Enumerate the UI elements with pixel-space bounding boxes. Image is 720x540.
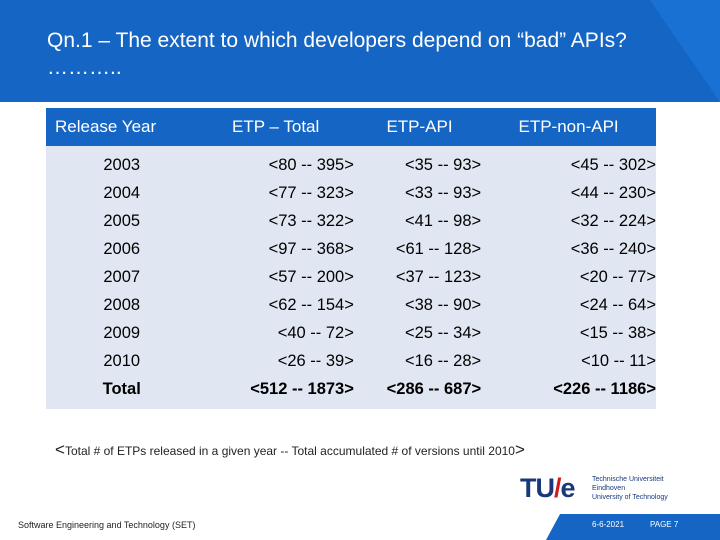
table-row: 2004 <77 -- 323> <33 -- 93> <44 -- 230> — [46, 179, 656, 207]
cell-release-year: 2004 — [46, 179, 198, 207]
footnote: <Total # of ETPs released in a given yea… — [55, 440, 525, 460]
cell-release-year: 2009 — [46, 319, 198, 347]
cell-etp-total: <57 -- 200> — [197, 263, 358, 291]
cell-etp-api: <286 -- 687> — [357, 375, 482, 409]
cell-etp-api: <16 -- 28> — [357, 347, 482, 375]
column-header-etp-api: ETP-API — [357, 108, 482, 146]
table-row: 2003 <80 -- 395> <35 -- 93> <45 -- 302> — [46, 146, 656, 179]
cell-etp-total: <77 -- 323> — [197, 179, 358, 207]
cell-etp-non-api: <36 -- 240> — [481, 235, 656, 263]
table-row: 2006 <97 -- 368> <61 -- 128> <36 -- 240> — [46, 235, 656, 263]
tue-logo-mark: TU/e — [520, 472, 576, 504]
cell-etp-non-api: <44 -- 230> — [481, 179, 656, 207]
cell-etp-api: <25 -- 34> — [357, 319, 482, 347]
cell-release-year: Total — [46, 375, 198, 409]
cell-etp-total: <512 -- 1873> — [197, 375, 358, 409]
cell-etp-non-api: <226 -- 1186> — [481, 375, 656, 409]
cell-etp-total: <73 -- 322> — [197, 207, 358, 235]
cell-etp-total: <40 -- 72> — [197, 319, 358, 347]
cell-etp-api: <33 -- 93> — [357, 179, 482, 207]
logo-mark-tu: TU — [520, 473, 555, 503]
cell-etp-non-api: <45 -- 302> — [481, 146, 656, 179]
logo-mark-slash: / — [554, 473, 561, 503]
logo-line-1: Technische Universiteit — [592, 476, 664, 483]
cell-etp-total: <62 -- 154> — [197, 291, 358, 319]
footnote-text: Total # of ETPs released in a given year… — [64, 444, 515, 458]
cell-etp-non-api: <10 -- 11> — [481, 347, 656, 375]
table-row: 2007 <57 -- 200> <37 -- 123> <20 -- 77> — [46, 263, 656, 291]
data-table: Release Year ETP – Total ETP-API ETP-non… — [46, 108, 656, 409]
cell-etp-non-api: <20 -- 77> — [481, 263, 656, 291]
cell-release-year: 2010 — [46, 347, 198, 375]
column-header-etp-non-api: ETP-non-API — [481, 108, 656, 146]
slide-header-band — [0, 0, 720, 102]
cell-etp-total: <26 -- 39> — [197, 347, 358, 375]
cell-release-year: 2007 — [46, 263, 198, 291]
footnote-close-bracket: > — [514, 440, 525, 459]
cell-etp-api: <35 -- 93> — [357, 146, 482, 179]
table-row: 2010 <26 -- 39> <16 -- 28> <10 -- 11> — [46, 347, 656, 375]
column-header-release-year: Release Year — [46, 108, 198, 146]
column-header-etp-total: ETP – Total — [197, 108, 358, 146]
logo-mark-e: e — [560, 473, 576, 503]
cell-etp-total: <80 -- 395> — [197, 146, 358, 179]
table-total-row: Total <512 -- 1873> <286 -- 687> <226 --… — [46, 375, 656, 409]
cell-etp-api: <38 -- 90> — [357, 291, 482, 319]
cell-release-year: 2008 — [46, 291, 198, 319]
cell-release-year: 2003 — [46, 146, 198, 179]
cell-release-year: 2005 — [46, 207, 198, 235]
footer-bar — [546, 514, 720, 540]
table-row: 2005 <73 -- 322> <41 -- 98> <32 -- 224> — [46, 207, 656, 235]
tue-logo: TU/e Technische Universiteit Eindhoven U… — [520, 472, 690, 506]
footnote-open-bracket: < — [55, 440, 65, 459]
cell-etp-api: <61 -- 128> — [357, 235, 482, 263]
footer-date: 6-6-2021 — [592, 520, 625, 529]
cell-etp-api: <41 -- 98> — [357, 207, 482, 235]
table-row: 2009 <40 -- 72> <25 -- 34> <15 -- 38> — [46, 319, 656, 347]
cell-etp-api: <37 -- 123> — [357, 263, 482, 291]
cell-release-year: 2006 — [46, 235, 198, 263]
footer-page-number: PAGE 7 — [650, 520, 679, 529]
cell-etp-non-api: <32 -- 224> — [481, 207, 656, 235]
cell-etp-non-api: <24 -- 64> — [481, 291, 656, 319]
logo-line-2: Eindhoven — [592, 485, 626, 492]
logo-line-3: University of Technology — [592, 494, 668, 501]
cell-etp-non-api: <15 -- 38> — [481, 319, 656, 347]
cell-etp-total: <97 -- 368> — [197, 235, 358, 263]
footer-department: Software Engineering and Technology (SET… — [18, 520, 196, 530]
table-row: 2008 <62 -- 154> <38 -- 90> <24 -- 64> — [46, 291, 656, 319]
table-header-row: Release Year ETP – Total ETP-API ETP-non… — [46, 108, 656, 146]
slide-title: Qn.1 – The extent to which developers de… — [47, 29, 627, 79]
tue-logo-text: Technische Universiteit Eindhoven Univer… — [592, 475, 668, 502]
